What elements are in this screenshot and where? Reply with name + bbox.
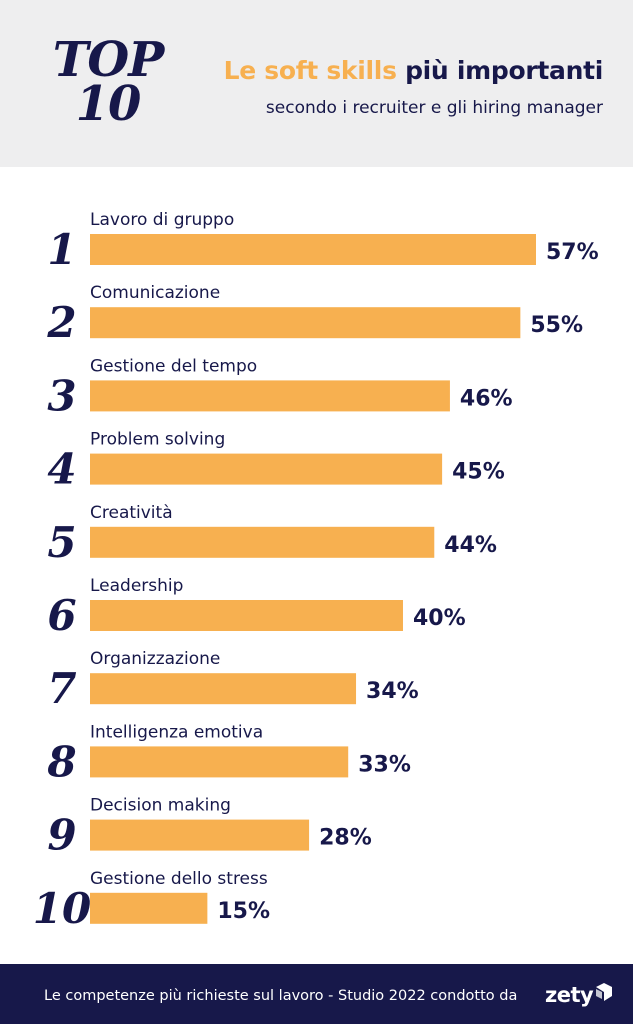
zety-cube-icon	[596, 983, 613, 1001]
category-label: Intelligenza emotiva	[90, 722, 263, 742]
value-label: 44%	[444, 533, 497, 558]
value-label: 45%	[452, 460, 505, 485]
rank-number: 4	[47, 445, 76, 494]
top10-line-top: TOP	[52, 32, 165, 88]
category-label: Gestione dello stress	[90, 869, 268, 889]
bar	[90, 673, 357, 705]
bar	[90, 892, 208, 924]
zety-logo-text: zety	[545, 983, 594, 1007]
top10-line-ten: 10	[75, 76, 142, 132]
category-label: Problem solving	[90, 430, 225, 450]
zety-logo: zety	[545, 982, 613, 1008]
bar	[90, 380, 450, 412]
category-label: Comunicazione	[90, 283, 220, 303]
rank-number: 6	[47, 591, 76, 640]
chart-subtitle: secondo i recruiter e gli hiring manager	[265, 98, 603, 118]
chart-title: Le soft skills più importanti	[223, 56, 604, 85]
rank-number: 2	[46, 298, 76, 347]
bar	[90, 234, 536, 265]
value-label: 15%	[217, 899, 270, 924]
footer-source-text: Le competenze più richieste sul lavoro -…	[44, 988, 518, 1004]
bar-chart: Lavoro di gruppo 1 57% Comunicazione 2 55% Ges…	[33, 210, 599, 933]
rank-number: 10	[33, 884, 91, 933]
top10-badge: TOP 10	[48, 32, 168, 132]
category-label: Decision making	[90, 796, 231, 816]
bar	[90, 746, 349, 778]
category-label: Creatività	[90, 503, 173, 523]
header-banner: TOP 10 Le soft skills più importanti sec…	[0, 0, 633, 167]
value-label: 33%	[358, 752, 411, 777]
category-label: Leadership	[90, 576, 183, 596]
rank-number: 7	[47, 664, 76, 713]
footer-bar: Le competenze più richieste sul lavoro -…	[0, 964, 633, 1024]
rank-number: 9	[47, 811, 76, 860]
bar	[90, 819, 310, 851]
rank-number: 8	[46, 737, 76, 786]
rank-number: 5	[47, 518, 76, 567]
category-label: Gestione del tempo	[90, 356, 257, 376]
value-label: 34%	[366, 679, 419, 704]
bar	[90, 307, 521, 339]
category-label: Lavoro di gruppo	[90, 210, 234, 230]
value-label: 46%	[460, 386, 513, 411]
category-label: Organizzazione	[90, 649, 220, 669]
title-accent: Le soft skills	[223, 56, 397, 85]
bar	[90, 600, 403, 631]
bar	[90, 453, 443, 485]
value-label: 57%	[546, 240, 599, 265]
bar	[90, 526, 435, 558]
rank-number: 3	[47, 371, 76, 420]
title-rest: più importanti	[405, 56, 603, 85]
rank-number: 1	[47, 225, 76, 274]
value-label: 40%	[413, 606, 466, 631]
value-label: 55%	[530, 313, 583, 338]
value-label: 28%	[319, 826, 372, 851]
